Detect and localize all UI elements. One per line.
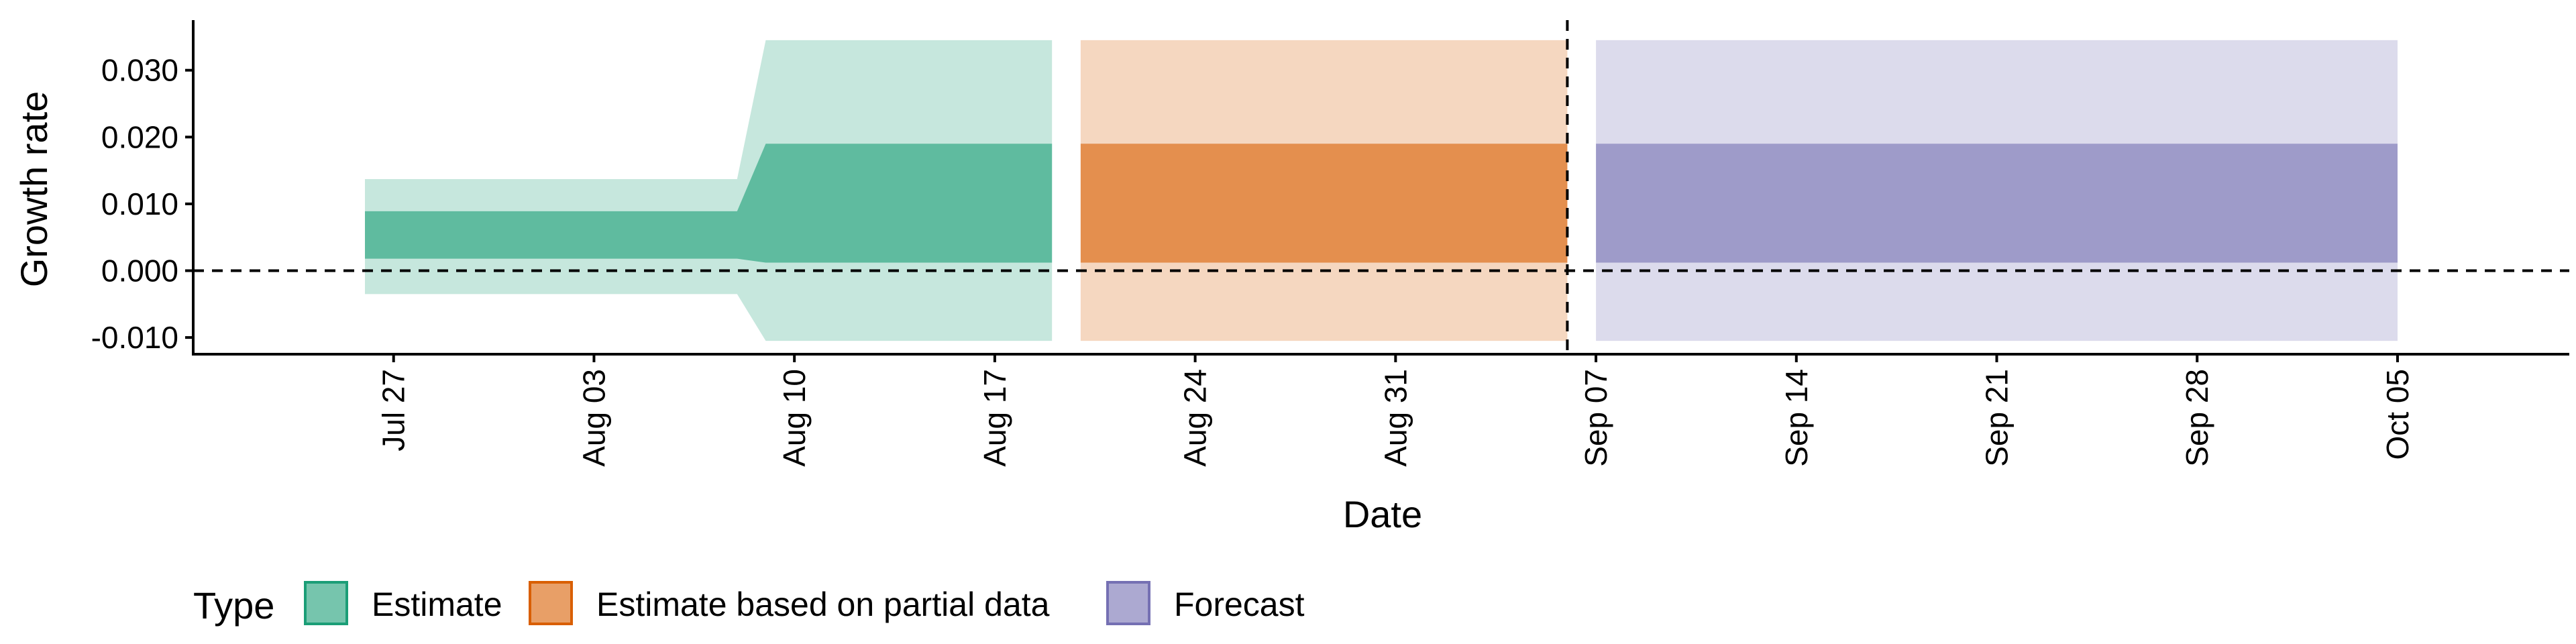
x-tick-label: Jul 27	[376, 369, 411, 451]
x-tick-label: Aug 03	[576, 369, 611, 467]
legend-title: Type	[193, 584, 274, 627]
legend: Type Estimate Estimate based on partial d…	[193, 581, 1305, 627]
axes	[192, 20, 2569, 356]
y-ticks: -0.010 0.000 0.010 0.020 0.030	[91, 53, 193, 355]
band-inner-estimate-based-on-partial-data	[1080, 144, 1568, 263]
legend-key-forecast	[1106, 581, 1150, 625]
x-tick-label: Aug 31	[1378, 369, 1413, 467]
legend-key-estimate	[304, 581, 348, 625]
x-tick-label: Aug 17	[977, 369, 1012, 467]
x-tick-label: Sep 21	[1980, 369, 2015, 467]
band-inner-forecast	[1596, 144, 2398, 263]
x-tick-label: Sep 07	[1578, 369, 1613, 467]
x-tick-label: Sep 28	[2180, 369, 2214, 467]
legend-label-estimate-based-on-partial-data: Estimate based on partial data	[596, 586, 1050, 623]
x-tick-label: Aug 10	[777, 369, 812, 467]
legend-label-forecast: Forecast	[1174, 586, 1305, 623]
bands-layer	[365, 40, 2398, 341]
x-axis-title: Date	[1343, 493, 1422, 535]
legend-key-estimate-based-on-partial-data	[529, 581, 573, 625]
reference-lines	[193, 20, 2569, 354]
band-inner-estimate	[365, 144, 1053, 263]
y-axis-title: Growth rate	[13, 91, 55, 288]
y-tick-label: 0.030	[101, 53, 178, 88]
legend-label-estimate: Estimate	[372, 586, 502, 623]
y-tick-label: 0.000	[101, 254, 178, 288]
x-tick-label: Oct 05	[2380, 369, 2415, 460]
x-tick-label: Aug 24	[1178, 369, 1213, 467]
x-tick-label: Sep 14	[1779, 369, 1814, 467]
y-tick-label: 0.010	[101, 186, 178, 221]
band-outer-estimate	[365, 40, 1053, 341]
y-tick-label: 0.020	[101, 119, 178, 154]
x-ticks: Jul 27 Aug 03 Aug 10 Aug 17 Aug 24 Aug 31 Sep …	[376, 354, 2415, 467]
y-tick-label: -0.010	[91, 320, 178, 355]
